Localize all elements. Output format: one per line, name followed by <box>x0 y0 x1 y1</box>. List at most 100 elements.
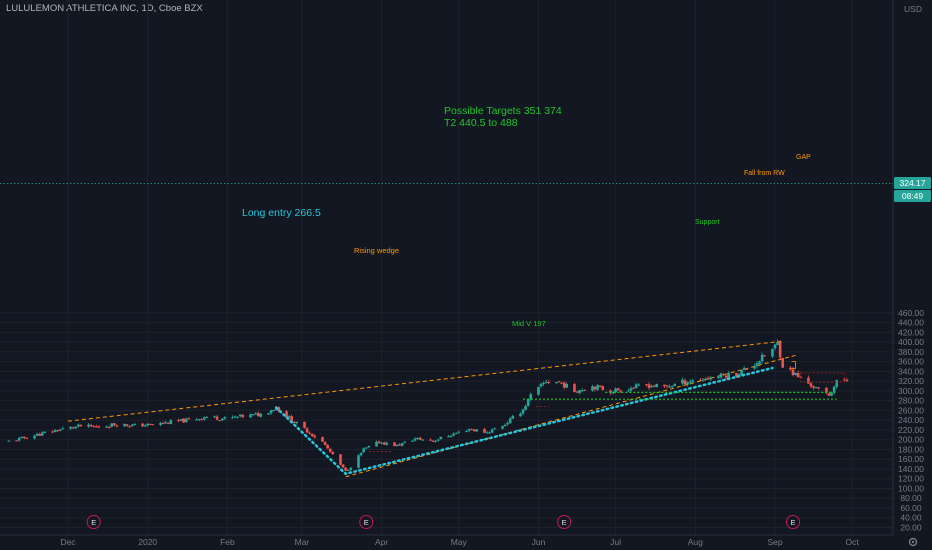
candle-body <box>305 428 309 433</box>
candle-body <box>105 426 108 428</box>
candle-body <box>719 373 723 378</box>
candle-body <box>611 392 615 394</box>
candle-body <box>472 429 476 431</box>
candle-body <box>573 384 576 393</box>
y-tick-label: 380.00 <box>898 347 924 357</box>
candle-body <box>493 428 497 430</box>
candle-body <box>416 437 419 439</box>
earnings-marker[interactable]: E <box>785 515 800 529</box>
candle-body <box>529 394 533 400</box>
candle-body <box>393 442 396 446</box>
candle-body <box>429 439 432 441</box>
candle-body <box>7 440 11 442</box>
candle-body <box>470 429 473 431</box>
candle-body <box>421 439 425 441</box>
rising-wedge-upper-line <box>67 340 783 422</box>
earnings-marker[interactable]: E <box>359 515 374 529</box>
candle-body <box>328 448 332 452</box>
x-tick-label: Apr <box>375 537 388 547</box>
candle-body <box>773 344 777 349</box>
y-tick-label: 280.00 <box>898 396 924 406</box>
earnings-marker[interactable]: E <box>86 515 101 529</box>
candle-body <box>809 383 813 387</box>
candle-body <box>457 431 461 433</box>
gap-bracket <box>791 361 796 369</box>
candle-body <box>169 420 173 425</box>
candle-body <box>449 435 453 437</box>
candle-body <box>547 382 551 384</box>
candle-body <box>706 378 710 380</box>
candle-body <box>411 440 414 442</box>
candle-body <box>344 467 347 471</box>
candle-body <box>69 426 72 429</box>
candle-body <box>439 436 443 440</box>
candle-body <box>701 379 705 381</box>
candle-body <box>123 423 126 427</box>
fall-box <box>800 372 845 383</box>
candle-body <box>619 390 623 392</box>
candle-body <box>668 386 671 388</box>
candle-body <box>539 383 543 387</box>
candle-body <box>753 365 756 369</box>
candle-body <box>650 386 653 388</box>
candle-body <box>56 430 60 432</box>
x-tick-label: Aug <box>688 537 703 547</box>
candle-body <box>645 384 648 386</box>
candle-body <box>43 431 47 433</box>
y-tick-label: 340.00 <box>898 366 924 376</box>
candle-body <box>357 455 360 468</box>
candle-body <box>755 363 759 367</box>
candle-body <box>375 441 378 447</box>
earnings-marker-circle <box>359 515 374 529</box>
earnings-marker-label: E <box>562 518 567 527</box>
candle-body <box>485 432 489 434</box>
candle-body <box>272 409 275 411</box>
candle-body <box>38 434 42 436</box>
candle-body <box>629 388 633 391</box>
candle-body <box>557 381 561 383</box>
candle-body <box>722 374 725 376</box>
x-tick-label: 2020 <box>138 537 157 547</box>
candle-body <box>346 470 350 472</box>
last-price-tag <box>894 177 931 189</box>
candle-body <box>537 386 540 395</box>
bar-countdown: 08:49 <box>902 191 924 201</box>
candle-body <box>655 383 659 388</box>
candle-body <box>691 380 695 382</box>
candle-body <box>241 414 245 418</box>
candle-body <box>382 442 386 445</box>
earnings-marker[interactable]: E <box>557 515 572 529</box>
candle-body <box>835 380 839 387</box>
x-tick-label: Oct <box>846 537 860 547</box>
candle-body <box>197 419 201 421</box>
candle-body <box>130 424 134 427</box>
y-tick-label: 120.00 <box>898 474 924 484</box>
candle-body <box>218 420 221 422</box>
settings-gear-icon[interactable] <box>908 537 918 547</box>
candle-body <box>555 382 558 384</box>
y-tick-label: 320.00 <box>898 376 924 386</box>
time-axis[interactable]: Dec 2020 Feb Mar Apr May Jun Jul Aug Sep Oct <box>60 537 859 547</box>
candle-body <box>76 424 80 427</box>
y-tick-label: 360.00 <box>898 357 924 367</box>
candle-body <box>17 437 21 441</box>
long-entry-label: Long entry 266.5 <box>242 207 321 219</box>
candle-body <box>133 423 137 425</box>
candle-body <box>830 392 833 396</box>
candle-body <box>53 430 57 432</box>
price-axis-panel[interactable] <box>893 0 932 550</box>
candle-body <box>380 442 383 444</box>
candle-body <box>97 426 101 428</box>
candle-body <box>670 385 674 387</box>
candle-body <box>164 422 167 424</box>
candle-body <box>634 384 638 389</box>
candle-body <box>593 386 597 390</box>
price-axis[interactable]: 20.0040.0060.0080.00100.00120.00140.0016… <box>898 308 924 533</box>
candles <box>7 339 849 472</box>
candle-body <box>161 423 165 425</box>
candle-body <box>254 413 257 415</box>
candle-body <box>681 379 684 384</box>
candle-body <box>184 418 188 423</box>
